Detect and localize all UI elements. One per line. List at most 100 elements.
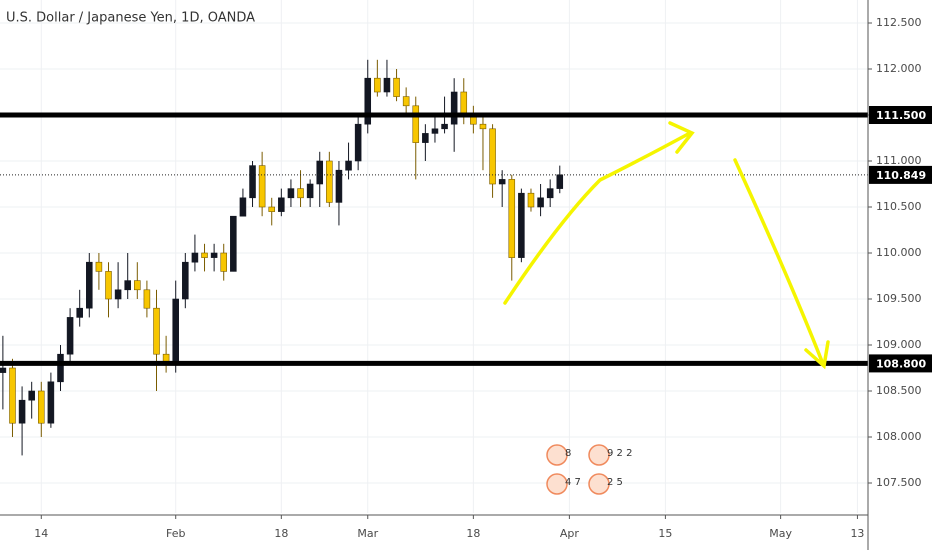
level-label: 108.800 xyxy=(876,357,926,370)
candle-body xyxy=(95,261,103,272)
arrow-head xyxy=(804,340,830,370)
candle-body xyxy=(422,133,429,143)
candle-body xyxy=(297,188,304,199)
candle-body xyxy=(76,307,83,318)
candle-body xyxy=(556,174,564,189)
candle-body xyxy=(546,188,554,199)
y-tick-label: 108.500 xyxy=(876,384,922,397)
x-tick-label: 18 xyxy=(466,527,480,540)
arrow-down xyxy=(733,158,825,366)
candle-body xyxy=(201,252,208,258)
x-tick-label: Mar xyxy=(357,527,378,540)
event-badge-label: 9 2 2 xyxy=(607,448,632,459)
candle-body xyxy=(258,165,266,208)
candle-body xyxy=(431,128,439,134)
event-badge-icon xyxy=(588,473,610,495)
candle-body xyxy=(383,77,391,93)
candle-body xyxy=(114,289,122,300)
last-price-box xyxy=(869,165,932,184)
level-label-box xyxy=(869,106,932,125)
candle-body xyxy=(498,179,506,185)
last-price-label: 110.849 xyxy=(876,169,926,182)
candle-body xyxy=(9,367,16,424)
candle-body xyxy=(182,261,189,300)
candle-body xyxy=(287,188,295,199)
candle-body xyxy=(143,289,151,309)
candle-body xyxy=(326,160,333,203)
y-tick-label: 110.000 xyxy=(876,246,922,259)
y-tick-label: 108.000 xyxy=(876,430,922,443)
candle-body xyxy=(441,123,448,130)
candle-body xyxy=(345,160,352,171)
event-badge-label: 8 xyxy=(565,448,571,459)
event-badge-icon xyxy=(546,473,568,495)
candle-body xyxy=(47,381,55,424)
y-tick-label: 112.000 xyxy=(876,62,922,75)
candle-body xyxy=(66,317,74,355)
candle-body xyxy=(57,353,64,383)
candle-body xyxy=(134,280,141,291)
y-tick-label: 112.500 xyxy=(876,16,922,29)
level-label: 111.500 xyxy=(876,109,926,122)
y-tick-label: 107.500 xyxy=(876,476,922,489)
candle-body xyxy=(191,252,199,263)
candle-body xyxy=(124,280,131,291)
event-badge-label: 2 5 xyxy=(607,477,623,488)
candle-body xyxy=(306,183,314,199)
candle-body xyxy=(412,105,420,143)
chart-title: U.S. Dollar / Japanese Yen, 1D, OANDA xyxy=(6,11,255,26)
candle-body xyxy=(537,197,544,208)
x-tick-label: Apr xyxy=(560,527,580,540)
y-tick-label: 109.000 xyxy=(876,338,922,351)
candle-body xyxy=(460,91,468,116)
annotation-arrows xyxy=(503,121,830,370)
candle-body xyxy=(316,160,324,185)
x-tick-label: May xyxy=(769,527,792,540)
x-tick-label: Feb xyxy=(166,527,185,540)
overlay xyxy=(0,112,868,366)
candle-body xyxy=(335,169,343,203)
candle-body xyxy=(172,298,179,364)
event-badge-label: 4 7 xyxy=(565,477,581,488)
candle-body xyxy=(527,192,535,208)
candle-body xyxy=(278,197,285,212)
candle-body xyxy=(249,165,256,199)
x-tick-label: 14 xyxy=(34,527,48,540)
event-badge-icon xyxy=(546,444,568,466)
x-tick-label: 13 xyxy=(850,527,864,540)
candle-body xyxy=(230,215,237,272)
candle-body xyxy=(210,252,218,258)
grid xyxy=(0,0,868,513)
candle-body xyxy=(393,77,400,97)
candle-body xyxy=(508,179,516,258)
x-tick-label: 18 xyxy=(274,527,288,540)
candle-body xyxy=(28,390,35,401)
candle-body xyxy=(364,77,372,125)
candle-body xyxy=(518,192,525,258)
candle-body xyxy=(402,96,410,107)
candle-body xyxy=(450,91,458,125)
x-tick-label: 15 xyxy=(658,527,672,540)
y-tick-label: 110.500 xyxy=(876,200,922,213)
candle-body xyxy=(86,261,93,309)
candle-body xyxy=(354,123,362,162)
candle-body xyxy=(38,390,45,424)
arrow-up xyxy=(503,131,692,305)
candle-body xyxy=(479,123,487,130)
candle-body xyxy=(220,252,227,272)
candle-body xyxy=(18,399,26,424)
candle-body xyxy=(489,128,496,185)
y-tick-label: 111.000 xyxy=(876,154,922,167)
y-tick-label: 109.500 xyxy=(876,292,922,305)
event-badge-icon xyxy=(588,444,610,466)
candle-body xyxy=(105,271,112,300)
level-label-box xyxy=(869,354,932,373)
arrow-head xyxy=(668,121,695,154)
candle-body xyxy=(239,197,247,217)
candle-body xyxy=(0,367,7,373)
candle-body xyxy=(268,206,276,212)
candle-body xyxy=(153,307,160,355)
candle-body xyxy=(374,77,381,93)
